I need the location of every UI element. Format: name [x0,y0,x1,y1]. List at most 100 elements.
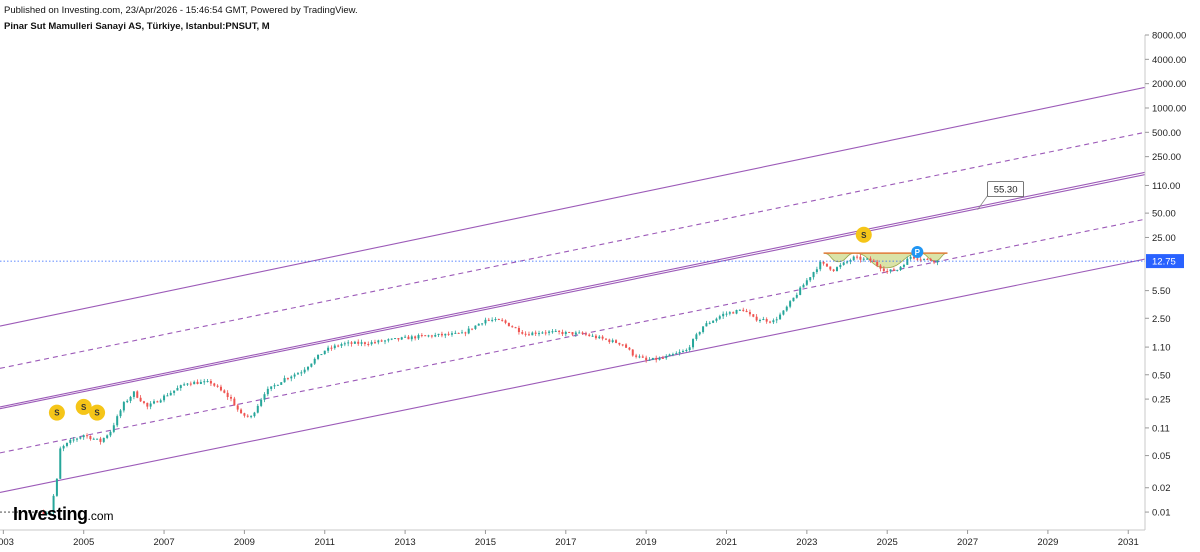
candle-body [554,330,557,332]
candle-body [812,272,815,278]
candle-body [82,435,85,438]
candle-body [822,261,825,264]
candle-body [712,320,715,323]
dividend-marker [75,398,92,415]
candle-body [692,339,695,348]
candle-body [79,437,82,439]
candle-body [882,268,885,271]
candle-body [598,336,601,339]
y-tick-label: 0.25 [1152,395,1171,406]
candle-body [497,319,500,321]
candle-body [789,301,792,307]
callout-leader [977,195,988,210]
dividend-marker [855,226,872,243]
candle-body [424,335,427,337]
candle-body [601,336,604,339]
candle-body [390,338,393,340]
candle-body [49,512,52,514]
candle-body [179,385,182,389]
y-tick-label: 0.05 [1152,451,1171,462]
candle-body [551,331,554,333]
y-tick-label: 2000.00 [1152,79,1186,90]
last-price-tag [1146,254,1184,269]
candle-body [635,355,638,357]
candle-body [872,260,875,262]
candle-body [253,412,256,417]
candle-body [578,332,581,334]
y-tick-label: 110.00 [1152,181,1180,192]
candle-body [464,332,467,334]
candle-body [688,347,691,350]
candle-body [564,331,567,335]
candle-body [213,383,216,386]
candle-body [708,322,711,324]
candle-body [728,312,731,314]
candle-body [333,345,336,349]
x-tick-label: 2015 [475,537,496,548]
pattern-layer [823,252,948,269]
y-tick-label: 25.00 [1152,233,1176,244]
candle-body [591,335,594,337]
candle-body [839,264,842,268]
candle-body [909,256,912,259]
candle-body [604,338,607,340]
candle-body [648,359,651,361]
candle-body [410,336,413,340]
candle-body [866,258,869,260]
candle-body [641,356,644,358]
candle-body [320,354,323,356]
candle-body [541,332,544,334]
candle-body [186,383,189,385]
candle-body [896,269,899,271]
candle-body [615,340,618,343]
candle-body [373,342,376,344]
candle-body [929,258,932,261]
candle-body [912,256,915,259]
candle-body [307,366,310,370]
candle-body [842,262,845,265]
y-tick-label: 8000.00 [1152,31,1186,42]
investing-logo: Investing.com [13,504,114,525]
candle-body [149,403,152,407]
callout-label: 55.30 [994,185,1018,196]
candle-body [718,316,721,319]
candle-body [742,309,745,311]
candle-body [196,381,199,384]
candle-body [521,332,524,334]
candle-body [75,438,79,440]
candle-body [59,448,62,479]
candle-body [655,357,658,360]
last-price-label: 12.75 [1152,257,1176,268]
y-tick-label: 0.01 [1152,508,1171,519]
candle-body [353,341,356,344]
candle-body [779,314,782,320]
candle-body [916,258,919,260]
candle-body [226,392,229,398]
candle-body [454,332,457,334]
candle-body [799,287,802,295]
dividend-marker [48,404,65,421]
y-tick-label: 500.00 [1152,128,1181,139]
candle-body [62,445,65,449]
candle-body [102,437,105,442]
candle-body [484,319,487,324]
candle-body [675,353,678,355]
candle-body [450,333,453,335]
published-info: Published on Investing.com, 23/Apr/2026 … [4,5,358,16]
candle-body [340,344,343,346]
candle-body [638,356,641,358]
candle-body [668,354,671,357]
candle-body [360,342,363,344]
x-tick-label: 2011 [315,537,335,548]
candle-body [363,342,366,344]
candle-body [695,334,698,340]
annotation-marker-label: P [915,248,921,257]
channel-line [0,218,1146,454]
axes-layer: 8000.00 4000.00 2000.00 1000.00 500.00 250.00… [0,31,1186,548]
candle-body [487,319,490,321]
candle-body [444,333,447,336]
candle-body [209,381,212,384]
candle-body [574,332,577,335]
candle-body [785,306,788,311]
